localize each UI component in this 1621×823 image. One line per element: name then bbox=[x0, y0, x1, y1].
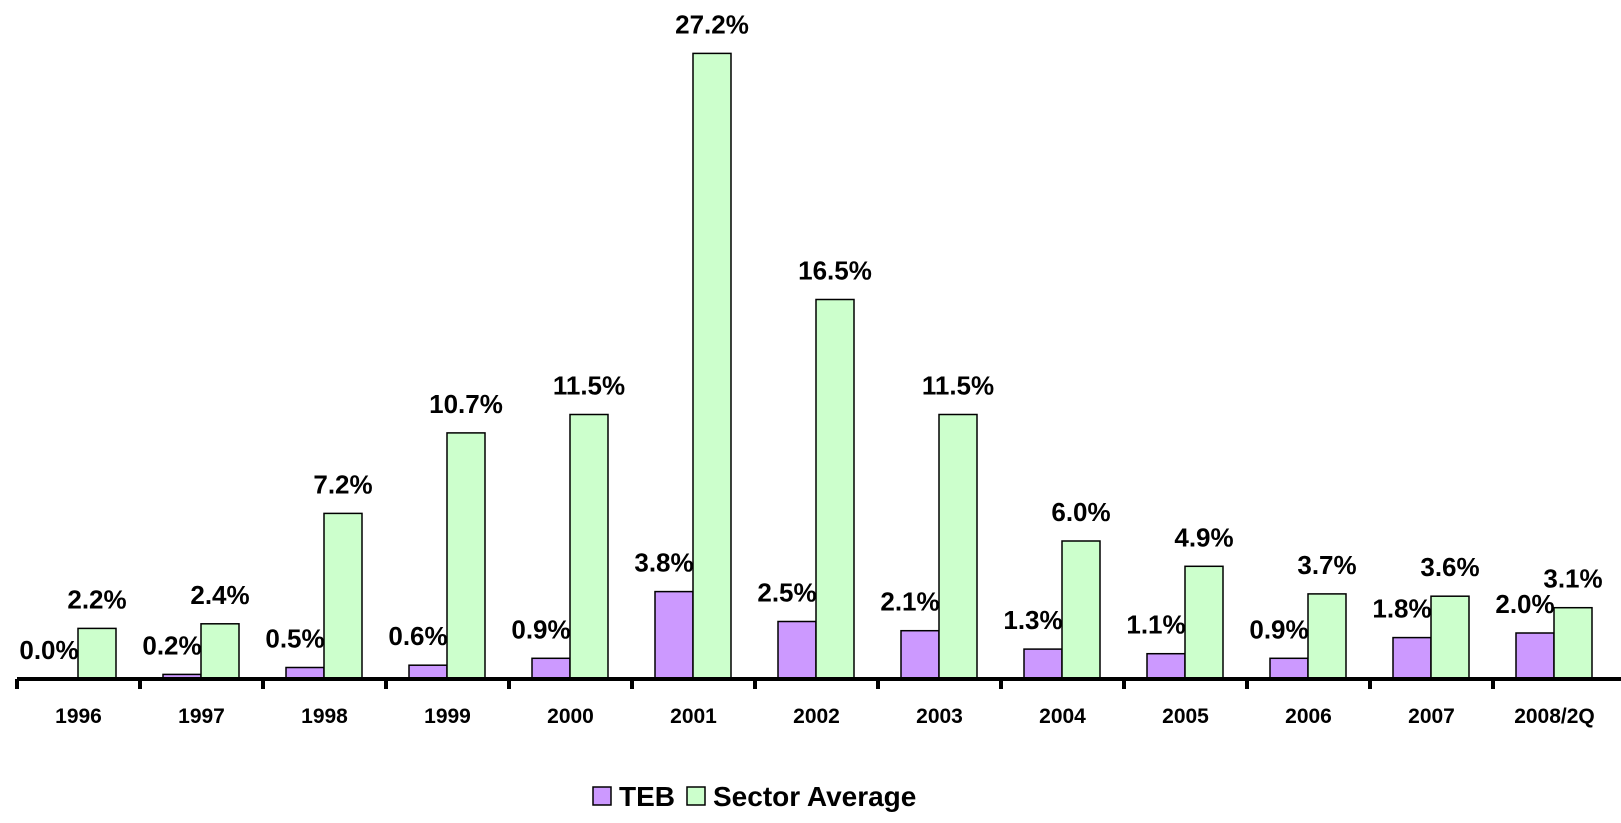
bar bbox=[408, 664, 448, 680]
bar bbox=[1061, 540, 1101, 680]
value-label: 6.0% bbox=[1051, 497, 1110, 527]
x-tick-label: 2005 bbox=[1162, 705, 1209, 728]
x-tick-label: 2001 bbox=[670, 705, 717, 728]
bar bbox=[531, 657, 571, 680]
value-label: 10.7% bbox=[429, 389, 503, 419]
value-label: 2.0% bbox=[1495, 589, 1554, 619]
bar bbox=[1184, 565, 1224, 680]
legend-label: TEB bbox=[619, 781, 675, 812]
value-label: 2.4% bbox=[190, 580, 249, 610]
legend-label: Sector Average bbox=[713, 781, 916, 812]
x-tick-label: 1998 bbox=[301, 705, 348, 728]
value-label: 3.8% bbox=[634, 548, 693, 578]
x-tick-label: 2006 bbox=[1285, 705, 1332, 728]
value-label: 2.5% bbox=[757, 578, 816, 608]
value-label: 27.2% bbox=[675, 9, 749, 39]
value-label: 0.6% bbox=[388, 621, 447, 651]
bar bbox=[900, 629, 940, 680]
value-label: 3.6% bbox=[1420, 552, 1479, 582]
bar bbox=[1023, 648, 1063, 680]
x-tick-label: 2008/2Q bbox=[1514, 705, 1595, 728]
value-label: 4.9% bbox=[1174, 522, 1233, 552]
value-label: 3.1% bbox=[1543, 564, 1602, 594]
value-label: 1.3% bbox=[1003, 605, 1062, 635]
value-label: 0.5% bbox=[265, 624, 324, 654]
bar bbox=[654, 590, 694, 680]
x-tick-label: 1997 bbox=[178, 705, 225, 728]
value-label: 0.9% bbox=[1249, 614, 1308, 644]
value-label: 1.1% bbox=[1126, 610, 1185, 640]
bar bbox=[77, 627, 117, 680]
value-label: 0.9% bbox=[511, 614, 570, 644]
x-tick-label: 2002 bbox=[793, 705, 840, 728]
bar bbox=[446, 432, 486, 680]
bar bbox=[1430, 595, 1470, 680]
bar bbox=[1307, 593, 1347, 680]
bar bbox=[1146, 652, 1186, 680]
value-label: 16.5% bbox=[798, 256, 872, 286]
x-tick-label: 2003 bbox=[916, 705, 963, 728]
x-tick-label: 1999 bbox=[424, 705, 471, 728]
x-tick-label: 1996 bbox=[55, 705, 102, 728]
bar bbox=[1269, 657, 1309, 680]
value-label: 2.2% bbox=[67, 584, 126, 614]
bar bbox=[692, 52, 732, 680]
x-tick-label: 2007 bbox=[1408, 705, 1455, 728]
value-label: 2.1% bbox=[880, 587, 939, 617]
legend-swatch bbox=[686, 786, 706, 806]
value-label: 0.2% bbox=[142, 630, 201, 660]
value-label: 11.5% bbox=[922, 371, 994, 401]
bar bbox=[1392, 636, 1432, 680]
value-label: 1.8% bbox=[1372, 594, 1431, 624]
bar bbox=[815, 298, 855, 680]
bar bbox=[323, 512, 363, 680]
bar bbox=[569, 413, 609, 680]
value-label: 11.5% bbox=[553, 371, 625, 401]
value-label: 7.2% bbox=[313, 469, 372, 499]
value-label: 3.7% bbox=[1297, 550, 1356, 580]
bar bbox=[1515, 632, 1555, 680]
bar bbox=[1553, 606, 1593, 680]
x-tick-label: 2004 bbox=[1039, 705, 1086, 728]
bar bbox=[777, 620, 817, 680]
bar bbox=[938, 413, 978, 680]
legend-swatch bbox=[592, 786, 612, 806]
bar bbox=[200, 623, 240, 680]
value-label: 0.0% bbox=[19, 635, 78, 665]
x-tick-label: 2000 bbox=[547, 705, 594, 728]
